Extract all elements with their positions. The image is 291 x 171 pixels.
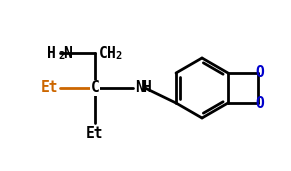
Text: 2: 2 [115, 51, 121, 61]
Text: 2: 2 [59, 51, 65, 61]
Text: H: H [143, 81, 152, 95]
Text: N: N [135, 81, 144, 95]
Text: O: O [255, 65, 264, 81]
Text: N: N [64, 45, 72, 61]
Text: O: O [255, 95, 264, 110]
Text: H: H [47, 45, 56, 61]
Text: Et: Et [40, 81, 58, 95]
Text: C: C [91, 81, 99, 95]
Text: C: C [99, 45, 108, 61]
Text: Et: Et [86, 126, 104, 141]
Text: H: H [107, 45, 116, 61]
